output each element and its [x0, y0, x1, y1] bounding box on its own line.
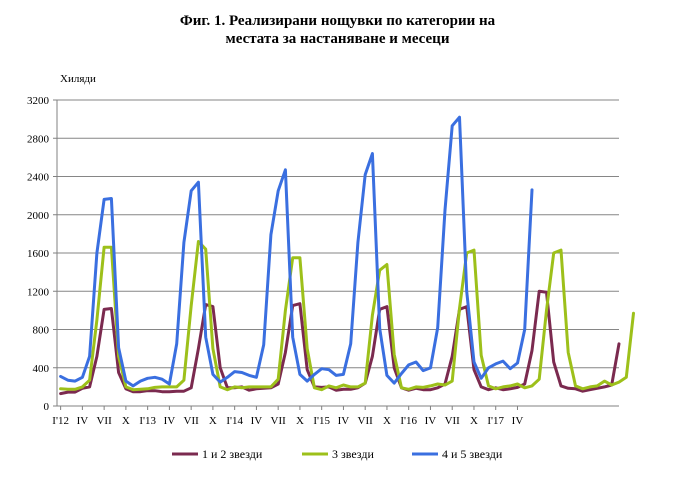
y-tick-label: 400: [33, 363, 50, 375]
series-line-3: [59, 115, 534, 388]
legend-label: 3 звезди: [332, 447, 374, 461]
y-tick-label: 1200: [27, 286, 50, 298]
x-tick-label: I'15: [313, 415, 330, 427]
x-tick-label: I'14: [226, 415, 243, 427]
series-lines: [59, 115, 635, 396]
legend-label: 4 и 5 звезди: [442, 447, 503, 461]
x-tick-label: IV: [164, 415, 176, 427]
x-tick-label: I'13: [139, 415, 156, 427]
y-tick-label: 2000: [27, 210, 50, 222]
y-tick-label: 2800: [27, 133, 50, 145]
y-tick-label: 0: [44, 401, 50, 413]
x-tick-label: IV: [251, 415, 263, 427]
gridlines: [53, 99, 619, 410]
y-tick-label: 800: [33, 325, 50, 337]
x-tick-label: X: [383, 415, 391, 427]
series-line-1: [59, 289, 621, 396]
legend: 1 и 2 звезди 3 звезди 4 и 5 звезди: [172, 447, 503, 461]
x-tick-label: X: [122, 415, 130, 427]
x-tick-label: X: [470, 415, 478, 427]
x-tick-label: VII: [184, 415, 200, 427]
axes: [56, 100, 619, 407]
chart-title-line-1: Фиг. 1. Реализирани нощувки по категории…: [179, 13, 496, 29]
x-tick-label: IV: [77, 415, 89, 427]
chart-title-line-2: местата за настаняване и месеци: [225, 31, 450, 47]
legend-label: 1 и 2 звезди: [202, 447, 263, 461]
x-tick-label: IV: [425, 415, 437, 427]
x-tick-labels: I'12 IV VII X I'13 IV VII X I'14 IV VII X I'15 IV VII X…: [52, 415, 523, 427]
x-tick-label: IV: [512, 415, 524, 427]
series-line-2: [59, 240, 635, 392]
x-tick-label: VII: [96, 415, 112, 427]
y-tick-label: 2400: [27, 172, 50, 184]
x-tick-label: VII: [271, 415, 287, 427]
x-tick-label: X: [296, 415, 304, 427]
y-tick-label: 1600: [27, 248, 50, 260]
x-tick-label: I'17: [487, 415, 504, 427]
chart-title: Фиг. 1. Реализирани нощувки по категории…: [0, 12, 675, 48]
y-tick-labels: 0 400 800 1200 1600 2000 2400 2800 3200: [27, 95, 50, 413]
x-tick-label: I'12: [52, 415, 69, 427]
x-tick-label: IV: [338, 415, 350, 427]
y-tick-label: 3200: [27, 95, 50, 107]
x-tick-label: I'16: [400, 415, 417, 427]
y-axis-label: Хиляди: [60, 73, 96, 85]
x-tick-label: X: [209, 415, 217, 427]
x-tick-label: VII: [445, 415, 461, 427]
x-tick-label: VII: [358, 415, 374, 427]
